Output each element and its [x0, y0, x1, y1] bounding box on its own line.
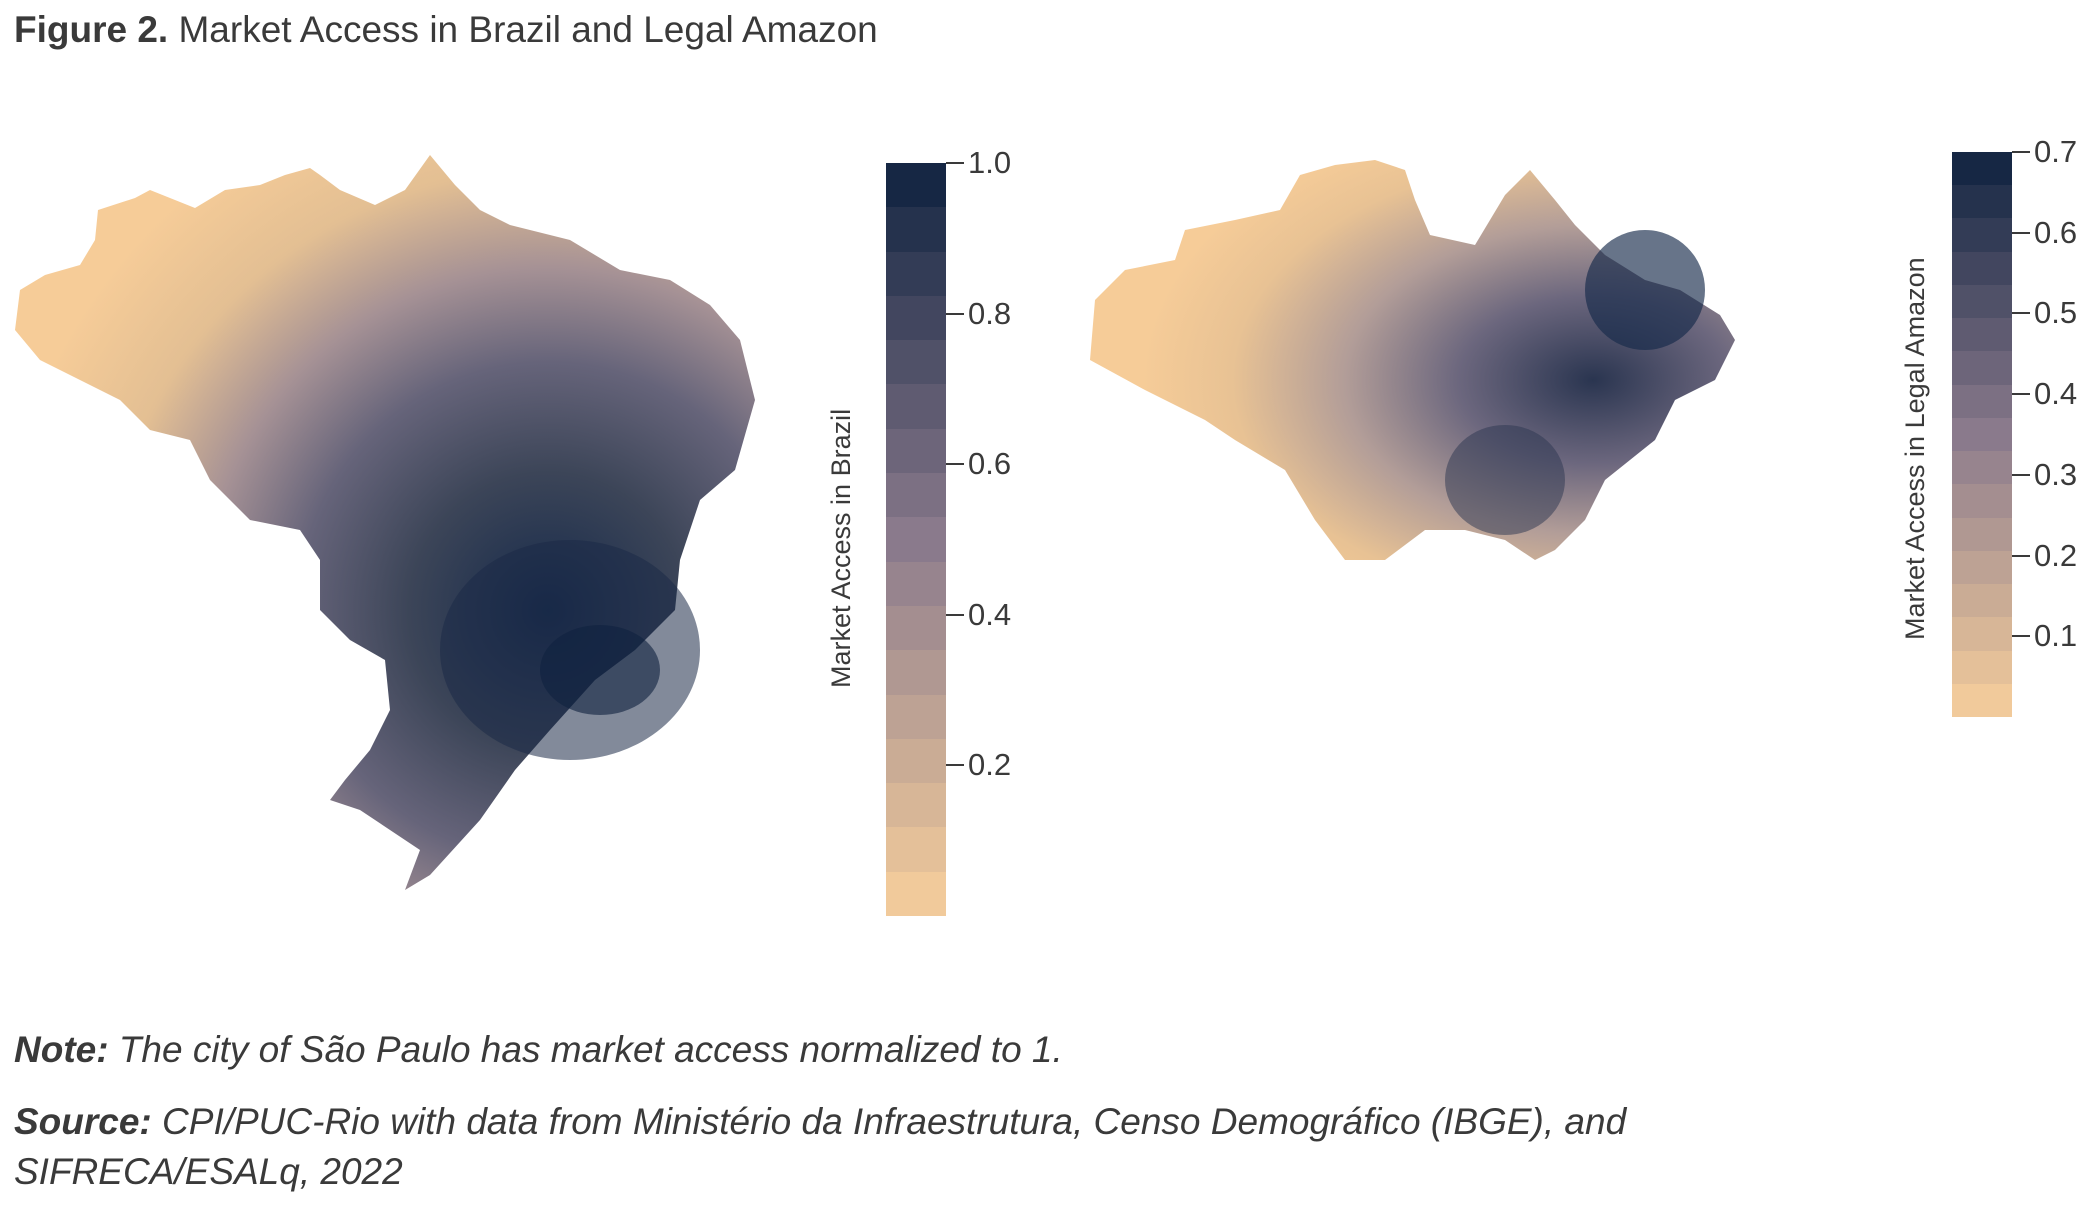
colorbar-step	[886, 251, 946, 297]
colorbar-step	[1952, 284, 2012, 319]
colorbar-tick-label: 0.3	[2034, 456, 2078, 492]
source-label: Source:	[14, 1101, 152, 1142]
colorbar-tick	[946, 613, 964, 616]
figure-title-text: Market Access in Brazil and Legal Amazon	[178, 9, 878, 50]
colorbar-step	[1952, 417, 2012, 452]
legal-amazon-map	[1090, 160, 1735, 560]
colorbar-tick-label: 0.6	[2034, 214, 2078, 250]
colorbar-step	[1952, 451, 2012, 485]
colorbar-step	[886, 783, 946, 828]
colorbar-tick	[2012, 473, 2030, 476]
colorbar-tick-label: 0.1	[2034, 618, 2078, 654]
colorbar-step	[886, 295, 946, 341]
colorbar-step	[886, 738, 946, 784]
colorbar-step	[886, 163, 946, 208]
high-access-region-south	[1445, 425, 1565, 535]
colorbar-brazil: 1.0 0.8 0.6 0.4 0.2	[886, 146, 1011, 917]
colorbar-step	[1952, 584, 2012, 618]
legal-amazon-outline	[1090, 160, 1735, 560]
colorbar-tick-label: 0.7	[2034, 134, 2078, 169]
colorbar-step	[1952, 650, 2012, 685]
colorbar-tick	[946, 764, 964, 767]
colorbar-step	[1952, 351, 2012, 386]
colorbar-step	[1952, 152, 2012, 186]
colorbar-tick-label: 0.4	[2034, 376, 2078, 412]
colorbar-step	[1952, 517, 2012, 552]
high-access-core	[540, 625, 660, 715]
colorbar-step	[886, 871, 946, 917]
colorbar-tick-label: 0.5	[2034, 295, 2078, 331]
colorbar-tick	[946, 463, 964, 466]
figure-label: Figure 2.	[14, 9, 169, 50]
colorbar-label-brazil: Market Access in Brazil	[826, 408, 856, 688]
colorbar-tick	[2012, 635, 2030, 638]
colorbar-step	[1952, 251, 2012, 286]
colorbar-step	[886, 517, 946, 563]
colorbar-tick	[2012, 231, 2030, 234]
colorbar-tick	[2012, 554, 2030, 557]
colorbar-tick	[946, 162, 964, 164]
note-label: Note:	[14, 1029, 109, 1070]
colorbar-tick-label: 0.6	[968, 446, 1012, 482]
colorbar-label-legal-amazon: Market Access in Legal Amazon	[1900, 257, 1930, 640]
colorbar-step	[886, 428, 946, 474]
colorbar-step	[1952, 318, 2012, 352]
colorbar-tick-label: 0.2	[2034, 537, 2078, 573]
colorbar-tick	[2012, 312, 2030, 315]
colorbar-tick-label: 1.0	[968, 145, 1012, 180]
colorbar-step	[1952, 484, 2012, 519]
colorbar-step	[886, 340, 946, 385]
colorbar-step	[886, 384, 946, 430]
figure-title: Figure 2. Market Access in Brazil and Le…	[14, 6, 878, 54]
colorbar-step	[1952, 683, 2012, 718]
brazil-map	[15, 155, 755, 890]
colorbar-step	[886, 605, 946, 651]
colorbar-step	[1952, 550, 2012, 585]
colorbar-step	[886, 650, 946, 696]
colorbar-step	[886, 827, 946, 873]
colorbar-step	[886, 207, 946, 253]
brazil-outline	[15, 155, 755, 890]
note-text: The city of São Paulo has market access …	[118, 1029, 1063, 1070]
source-text: CPI/PUC-Rio with data from Ministério da…	[14, 1101, 1627, 1192]
high-access-region-east	[1585, 230, 1705, 350]
colorbar-step	[1952, 384, 2012, 419]
colorbar-tick-label: 0.4	[968, 596, 1012, 632]
colorbar-tick	[2012, 393, 2030, 396]
colorbar-tick	[2012, 151, 2030, 153]
colorbar-tick-label: 0.2	[968, 747, 1012, 783]
colorbar-legal-amazon: 0.7 0.6 0.5 0.4 0.3 0.2 0.1	[1952, 135, 2077, 718]
colorbar-tick	[946, 312, 964, 315]
colorbar-step	[886, 561, 946, 607]
colorbar-step	[1952, 218, 2012, 253]
colorbar-step	[1952, 185, 2012, 219]
colorbar-step	[1952, 617, 2012, 652]
note: Note: The city of São Paulo has market a…	[14, 1025, 1063, 1075]
source: Source: CPI/PUC-Rio with data from Minis…	[14, 1097, 1914, 1197]
colorbar-tick-label: 0.8	[968, 295, 1012, 331]
colorbar-step	[886, 694, 946, 740]
colorbar-step	[886, 473, 946, 518]
